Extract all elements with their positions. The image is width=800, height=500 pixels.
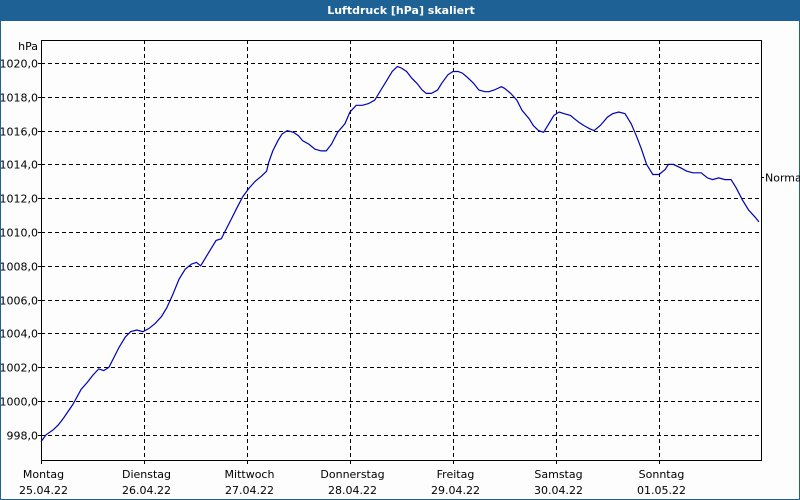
x-tick-date-label: 01.05.22 [637, 484, 686, 497]
x-tick-date-label: 26.04.22 [122, 484, 171, 497]
y-tick-label: 1000,0 [1, 396, 38, 409]
normal-marker: Normal [761, 172, 800, 185]
y-tick-label: 1008,0 [1, 261, 38, 274]
y-tick-label: 1016,0 [1, 126, 38, 139]
y-tick-label: 998,0 [7, 430, 39, 443]
x-tick-day-label: Dienstag [122, 468, 171, 481]
grid-lines [41, 40, 761, 460]
plot-frame [41, 40, 762, 461]
x-tick-date-label: 28.04.22 [328, 484, 377, 497]
y-tick-label: 1020,0 [1, 58, 38, 71]
y-axis: hPa 998,0 1000,0 1002,0 1004,0 1006,0 1008,0 1… [1, 40, 41, 443]
x-tick-day-label: Montag [23, 468, 64, 481]
window-title: Luftdruck [hPa] skaliert [1, 0, 800, 21]
y-tick-label: 1018,0 [1, 92, 38, 105]
y-axis-unit-label: hPa [18, 40, 38, 53]
x-tick-date-label: 25.04.22 [19, 484, 68, 497]
y-tick-label: 1014,0 [1, 159, 38, 172]
y-tick-label: 1006,0 [1, 295, 38, 308]
x-axis: Montag 25.04.22 Dienstag 26.04.22 Mittwoch 27… [19, 460, 686, 497]
x-tick-day-label: Samstag [534, 468, 582, 481]
x-tick-day-label: Donnerstag [320, 468, 384, 481]
y-tick-label: 1010,0 [1, 227, 38, 240]
normal-marker-label: Normal [765, 172, 800, 185]
x-tick-day-label: Freitag [437, 468, 475, 481]
y-tick-label: 1004,0 [1, 328, 38, 341]
x-tick-date-label: 27.04.22 [225, 484, 274, 497]
x-tick-date-label: 29.04.22 [431, 484, 480, 497]
x-tick-day-label: Sonntag [639, 468, 685, 481]
pressure-line [40, 65, 760, 442]
x-tick-day-label: Mittwoch [225, 468, 275, 481]
x-tick-date-label: 30.04.22 [534, 484, 583, 497]
y-tick-label: 1002,0 [1, 362, 38, 375]
y-tick-label: 1012,0 [1, 193, 38, 206]
